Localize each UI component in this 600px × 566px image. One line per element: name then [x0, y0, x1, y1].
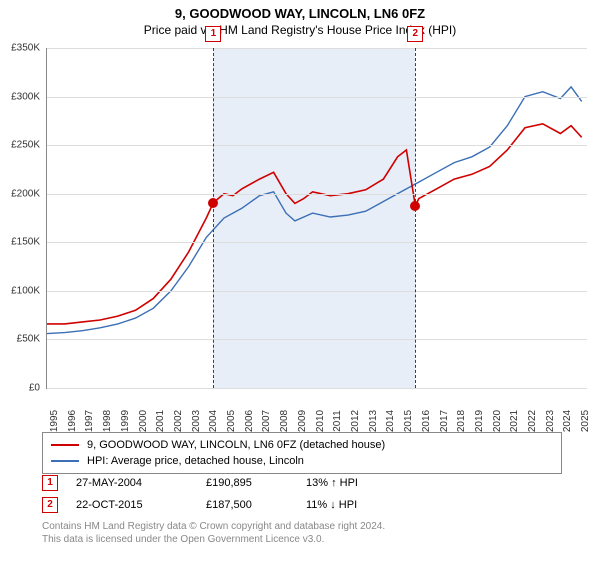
legend-label: 9, GOODWOOD WAY, LINCOLN, LN6 0FZ (detac… — [87, 439, 385, 451]
marker-table-price: £187,500 — [206, 499, 306, 511]
legend-item: HPI: Average price, detached house, Linc… — [51, 453, 553, 469]
x-axis-label: 1996 — [67, 410, 78, 432]
chart-area: 12 £0£50K£100K£150K£200K£250K£300K£350K1… — [0, 48, 600, 428]
x-axis-label: 2019 — [474, 410, 485, 432]
sale-marker-dot — [208, 198, 218, 208]
sale-marker-dot — [410, 201, 420, 211]
x-axis-label: 2025 — [580, 410, 591, 432]
chart-title: 9, GOODWOOD WAY, LINCOLN, LN6 0FZ — [0, 6, 600, 21]
gridline — [47, 339, 587, 340]
line-series — [47, 87, 582, 334]
marker-table-date: 22-OCT-2015 — [76, 499, 206, 511]
gridline — [47, 97, 587, 98]
marker-table-badge: 1 — [42, 475, 58, 491]
gridline — [47, 291, 587, 292]
x-axis-label: 2013 — [368, 410, 379, 432]
x-axis-label: 2023 — [545, 410, 556, 432]
x-axis-label: 1995 — [49, 410, 60, 432]
y-axis-label: £100K — [11, 285, 40, 296]
legend-label: HPI: Average price, detached house, Linc… — [87, 455, 304, 467]
y-axis-label: £0 — [29, 383, 40, 394]
line-series-svg — [47, 48, 587, 388]
marker-table-row: 2 22-OCT-2015£187,50011% ↓ HPI — [42, 494, 562, 516]
x-axis-label: 2009 — [297, 410, 308, 432]
marker-table-pct: 13% ↑ HPI — [306, 477, 426, 489]
legend: 9, GOODWOOD WAY, LINCOLN, LN6 0FZ (detac… — [42, 432, 562, 474]
y-axis-label: £150K — [11, 237, 40, 248]
plot-area: 12 — [46, 48, 587, 389]
x-axis-label: 2010 — [315, 410, 326, 432]
x-axis-label: 2005 — [226, 410, 237, 432]
marker-table-badge: 2 — [42, 497, 58, 513]
chart-subtitle: Price paid vs. HM Land Registry's House … — [0, 23, 600, 37]
x-axis-label: 1999 — [120, 410, 131, 432]
x-axis-label: 2018 — [456, 410, 467, 432]
legend-swatch — [51, 444, 79, 446]
y-axis-label: £200K — [11, 188, 40, 199]
x-axis-label: 2024 — [562, 410, 573, 432]
marker-table-date: 27-MAY-2004 — [76, 477, 206, 489]
marker-table-pct: 11% ↓ HPI — [306, 499, 426, 511]
sale-marker-badge: 2 — [407, 26, 423, 42]
line-series — [47, 124, 582, 324]
sale-marker-badge: 1 — [205, 26, 221, 42]
x-axis-label: 2016 — [421, 410, 432, 432]
x-axis-label: 2021 — [509, 410, 520, 432]
x-axis-label: 2008 — [279, 410, 290, 432]
legend-swatch — [51, 460, 79, 462]
x-axis-label: 1997 — [84, 410, 95, 432]
gridline — [47, 145, 587, 146]
marker-table-row: 1 27-MAY-2004£190,89513% ↑ HPI — [42, 472, 562, 494]
gridline — [47, 388, 587, 389]
x-axis-label: 2020 — [492, 410, 503, 432]
x-axis-label: 2002 — [173, 410, 184, 432]
x-axis-label: 2007 — [261, 410, 272, 432]
marker-table: 1 27-MAY-2004£190,89513% ↑ HPI 2 22-OCT-201… — [42, 472, 562, 516]
y-axis-label: £50K — [17, 334, 40, 345]
sale-marker-line — [415, 48, 416, 388]
y-axis-label: £250K — [11, 140, 40, 151]
gridline — [47, 194, 587, 195]
x-axis-label: 2000 — [138, 410, 149, 432]
x-axis-label: 2014 — [385, 410, 396, 432]
gridline — [47, 48, 587, 49]
x-axis-label: 1998 — [102, 410, 113, 432]
x-axis-label: 2022 — [527, 410, 538, 432]
marker-table-price: £190,895 — [206, 477, 306, 489]
footnote-line-1: Contains HM Land Registry data © Crown c… — [42, 520, 385, 533]
gridline — [47, 242, 587, 243]
x-axis-label: 2003 — [191, 410, 202, 432]
x-axis-label: 2011 — [332, 410, 343, 432]
y-axis-label: £350K — [11, 43, 40, 54]
x-axis-label: 2017 — [439, 410, 450, 432]
x-axis-label: 2006 — [244, 410, 255, 432]
footnote-line-2: This data is licensed under the Open Gov… — [42, 533, 385, 546]
x-axis-label: 2004 — [208, 410, 219, 432]
x-axis-label: 2015 — [403, 410, 414, 432]
y-axis-label: £300K — [11, 91, 40, 102]
x-axis-label: 2012 — [350, 410, 361, 432]
x-axis-label: 2001 — [155, 410, 166, 432]
sale-marker-line — [213, 48, 214, 388]
legend-item: 9, GOODWOOD WAY, LINCOLN, LN6 0FZ (detac… — [51, 437, 553, 453]
footnote: Contains HM Land Registry data © Crown c… — [42, 520, 385, 546]
